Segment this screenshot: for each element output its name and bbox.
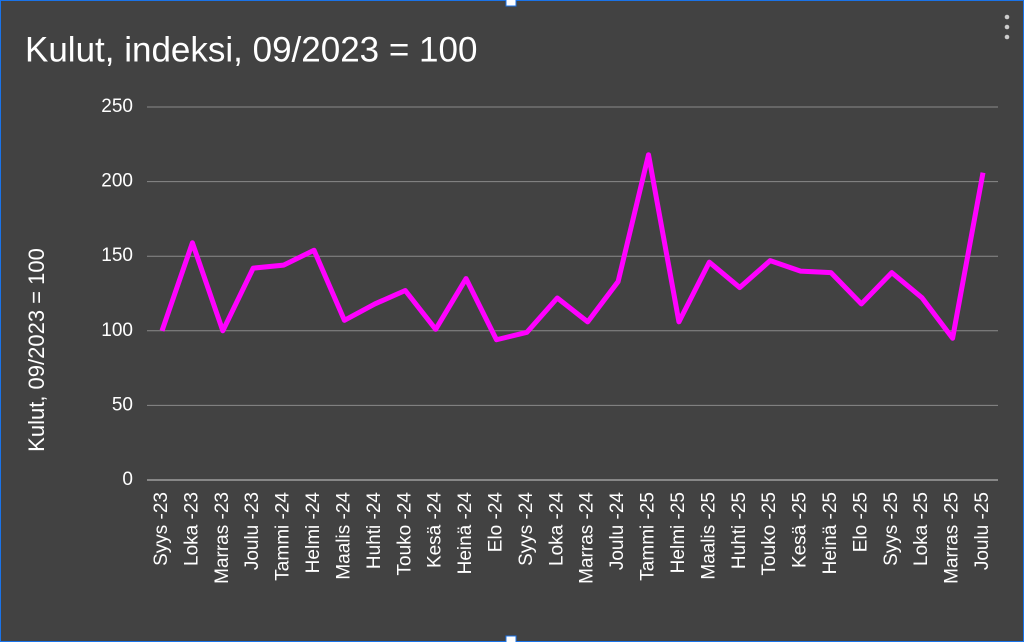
resize-handle[interactable]	[505, 0, 517, 7]
x-tick-label: Huhti -24	[364, 492, 385, 570]
x-tick-label: Loka -24	[546, 492, 567, 566]
y-tick-label: 150	[101, 245, 133, 266]
x-tick-label: Maalis -25	[698, 492, 719, 580]
y-tick-label: 50	[112, 394, 133, 415]
y-tick-label: 200	[101, 171, 133, 192]
resize-handle[interactable]	[505, 635, 517, 642]
x-tick-label: Helmi -24	[303, 492, 324, 574]
x-tick-label: Tammi -24	[273, 492, 294, 581]
y-tick-label: 100	[101, 320, 133, 341]
x-tick-label: Syys -23	[151, 492, 172, 566]
x-tick-label: Kesä -25	[790, 492, 811, 568]
y-axis-label: Kulut, 09/2023 = 100	[24, 248, 49, 452]
chart-title: Kulut, indeksi, 09/2023 = 100	[25, 30, 477, 69]
x-tick-label: Touko -24	[394, 492, 415, 576]
y-tick-label: 250	[101, 96, 133, 117]
menu-button[interactable]	[1004, 14, 1010, 40]
x-tick-label: Syys -24	[516, 492, 537, 566]
x-tick-label: Syys -25	[881, 492, 902, 566]
x-tick-label: Helmi -25	[668, 492, 689, 573]
x-tick-label: Heinä -25	[820, 492, 841, 574]
x-tick-label: Marras -25	[942, 492, 963, 584]
x-tick-label: Maalis -24	[333, 492, 354, 580]
x-tick-label: Loka -25	[911, 492, 932, 566]
x-tick-label: Kesä -24	[425, 492, 446, 568]
y-tick-label: 0	[122, 469, 133, 490]
x-tick-label: Joulu -24	[607, 492, 628, 571]
x-tick-label: Joulu -23	[242, 492, 263, 570]
x-tick-label: Elo -25	[850, 492, 871, 552]
x-tick-label: Huhti -25	[729, 492, 750, 569]
x-tick-label: Heinä -24	[455, 492, 476, 575]
x-tick-label: Elo -24	[485, 492, 506, 553]
data-line	[159, 152, 986, 343]
x-tick-label: Touko -25	[759, 492, 780, 575]
x-tick-label: Joulu -25	[972, 492, 993, 570]
x-tick-label: Tammi -25	[638, 492, 659, 581]
x-tick-label: Marras -24	[577, 492, 598, 584]
x-tick-label: Marras -23	[212, 492, 233, 584]
x-tick-label: Loka -23	[181, 492, 202, 566]
